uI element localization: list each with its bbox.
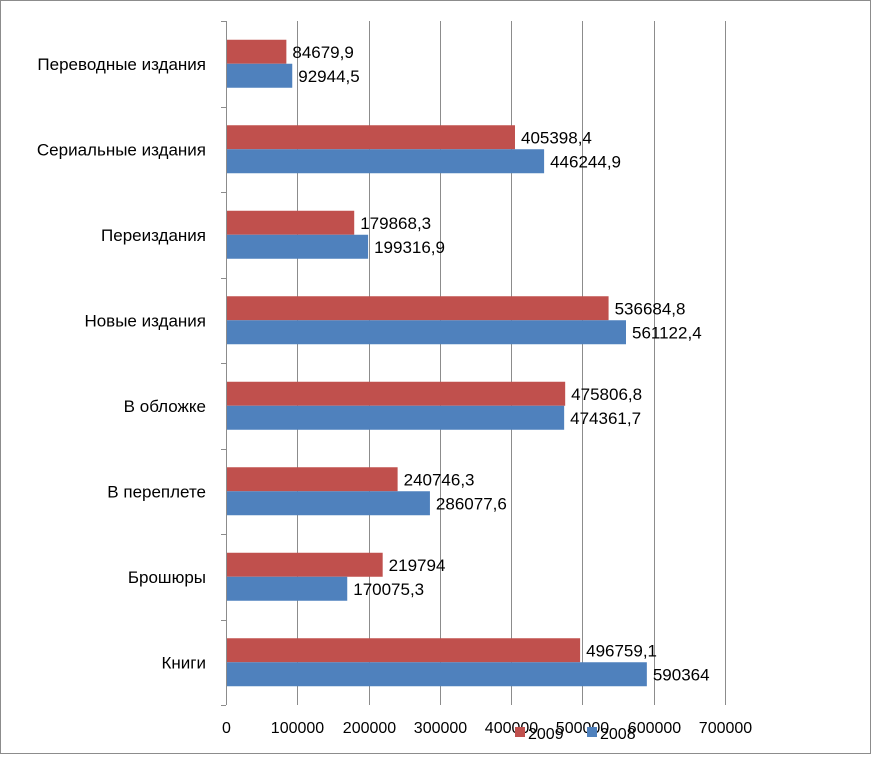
data-label: 405398,4	[521, 128, 592, 147]
bar-2009	[227, 467, 398, 492]
data-label: 475806,8	[571, 385, 642, 404]
bar-2009	[227, 125, 515, 150]
bar-2008	[227, 405, 565, 430]
bar-2008	[227, 149, 545, 174]
x-tick-label: 300000	[414, 720, 467, 737]
category-label: Книги	[162, 653, 206, 672]
x-tick-label: 100000	[271, 720, 324, 737]
category-label: В обложке	[124, 397, 206, 416]
bar-2008	[227, 576, 348, 601]
data-label: 92944,5	[298, 67, 359, 86]
bar-2008	[227, 63, 293, 88]
legend-swatch-2008	[587, 727, 597, 737]
data-label: 219794	[389, 556, 446, 575]
bar-2008	[227, 234, 369, 259]
bar-2009	[227, 39, 287, 64]
x-tick-labels: 0 100000 200000 300000 400000 500000 600000 700…	[222, 720, 752, 737]
bar-2009	[227, 638, 581, 663]
x-tick-label: 700000	[699, 720, 752, 737]
legend-swatch-2009	[515, 727, 525, 737]
data-label: 474361,7	[570, 409, 641, 428]
data-label: 84679,9	[292, 43, 353, 62]
category-labels: Переводные издания Сериальные издания Пере…	[37, 55, 206, 673]
legend-label-2009: 2009	[528, 726, 564, 743]
x-tick-label: 600000	[628, 720, 681, 737]
category-label: Переводные издания	[37, 55, 206, 74]
gridlines	[221, 21, 726, 706]
data-label: 170075,3	[353, 580, 424, 599]
data-label: 590364	[653, 665, 710, 684]
bar-2009	[227, 552, 383, 577]
x-tick-label: 200000	[343, 720, 396, 737]
bar-2008	[227, 491, 430, 516]
bar-2008	[227, 320, 627, 345]
data-label: 536684,8	[615, 299, 686, 318]
category-label: Брошюры	[128, 568, 206, 587]
bars: 84679,9 92944,5 405398,4 446244,9 179868,3 19…	[227, 39, 710, 687]
bar-2009	[227, 296, 609, 321]
data-label: 240746,3	[404, 470, 475, 489]
x-tick-label: 0	[222, 720, 231, 737]
legend: 2009 2008	[515, 726, 636, 743]
data-label: 199316,9	[374, 238, 445, 257]
data-label: 286077,6	[436, 494, 507, 513]
category-label: В переплете	[107, 482, 206, 501]
category-label: Переиздания	[101, 226, 206, 245]
legend-label-2008: 2008	[600, 726, 636, 743]
data-label: 496759,1	[586, 641, 657, 660]
bar-2009	[227, 381, 566, 406]
bar-2008	[227, 662, 647, 687]
data-label: 561122,4	[632, 323, 702, 342]
bar-2009	[227, 210, 355, 235]
data-label: 179868,3	[360, 214, 431, 233]
category-label: Новые издания	[84, 311, 206, 330]
category-label: Сериальные издания	[37, 140, 206, 159]
data-label: 446244,9	[550, 152, 621, 171]
